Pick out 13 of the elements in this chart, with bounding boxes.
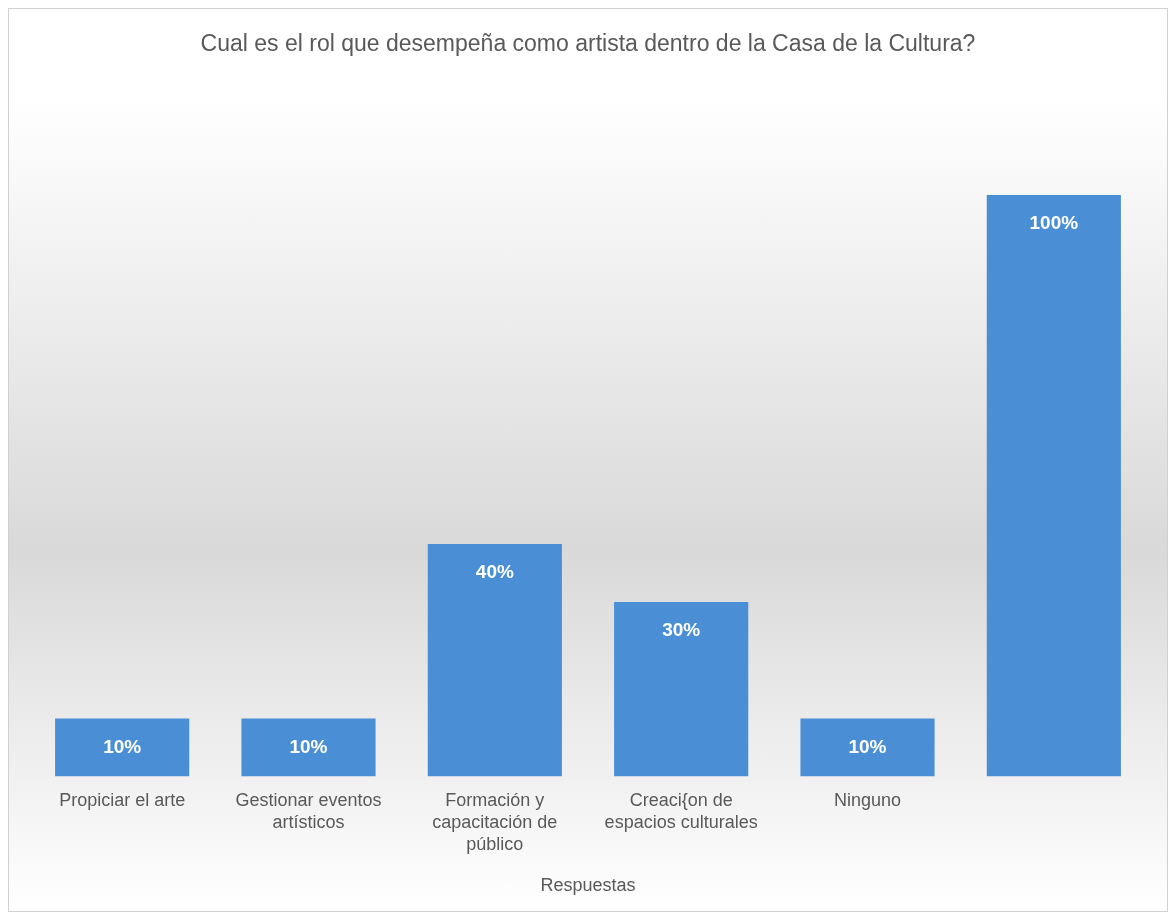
data-label: 10% bbox=[289, 735, 328, 757]
data-label: 100% bbox=[1029, 212, 1079, 234]
data-label: 40% bbox=[475, 561, 514, 583]
data-label: 10% bbox=[848, 735, 887, 757]
x-tick-label: Gestionar eventos artísticos bbox=[235, 790, 382, 832]
chart-title: Cual es el rol que desempeña como artista dentro de la Casa de la Cultura? bbox=[200, 30, 976, 57]
x-tick-label: Creaci{on de espacios culturales bbox=[604, 790, 758, 832]
x-axis-title: Respuestas bbox=[540, 875, 636, 896]
x-tick-label: Propiciar el arte bbox=[59, 790, 186, 811]
x-tick-label: Ninguno bbox=[833, 790, 902, 811]
x-tick-label: Formación y capacitación de público bbox=[432, 790, 558, 854]
data-label: 10% bbox=[103, 735, 142, 757]
data-label: 30% bbox=[662, 619, 701, 641]
